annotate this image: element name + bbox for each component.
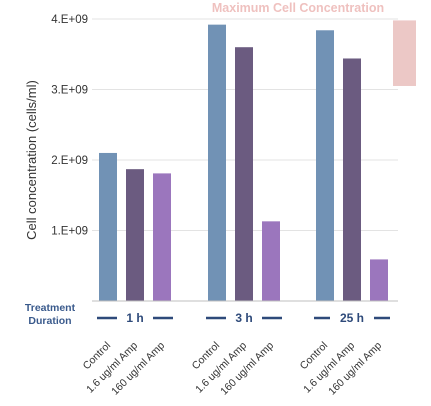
group-label: 3 h [235, 311, 252, 325]
y-tick-label: 4.E+09 [51, 14, 88, 26]
group-label: 25 h [340, 311, 364, 325]
group-label: 1 h [126, 311, 143, 325]
duration-label: Duration [28, 315, 71, 327]
max-concentration-region [393, 20, 416, 86]
bar [153, 173, 171, 301]
max-concentration-label: Maximum Cell Concentration [212, 1, 384, 15]
duration-groups: 1 h 3 h 25 h [97, 311, 390, 325]
bar [316, 30, 334, 302]
y-tick-label: 3.E+09 [51, 85, 88, 97]
max-concentration-band [393, 20, 416, 86]
bar [235, 47, 253, 302]
bar [208, 24, 226, 301]
y-tick-label: 1.E+09 [51, 226, 88, 238]
treatment-label: Treatment [25, 302, 76, 314]
y-axis-label: Cell concentration (cells/ml) [24, 80, 39, 240]
bar [126, 169, 144, 301]
y-tick-label: 2.E+09 [51, 155, 88, 167]
bar [370, 259, 388, 301]
bar [262, 221, 280, 301]
bar [99, 152, 117, 301]
bar [343, 58, 361, 302]
bars [99, 24, 388, 302]
y-axis-ticks: 1.E+09 2.E+09 3.E+09 4.E+09 [51, 14, 88, 238]
